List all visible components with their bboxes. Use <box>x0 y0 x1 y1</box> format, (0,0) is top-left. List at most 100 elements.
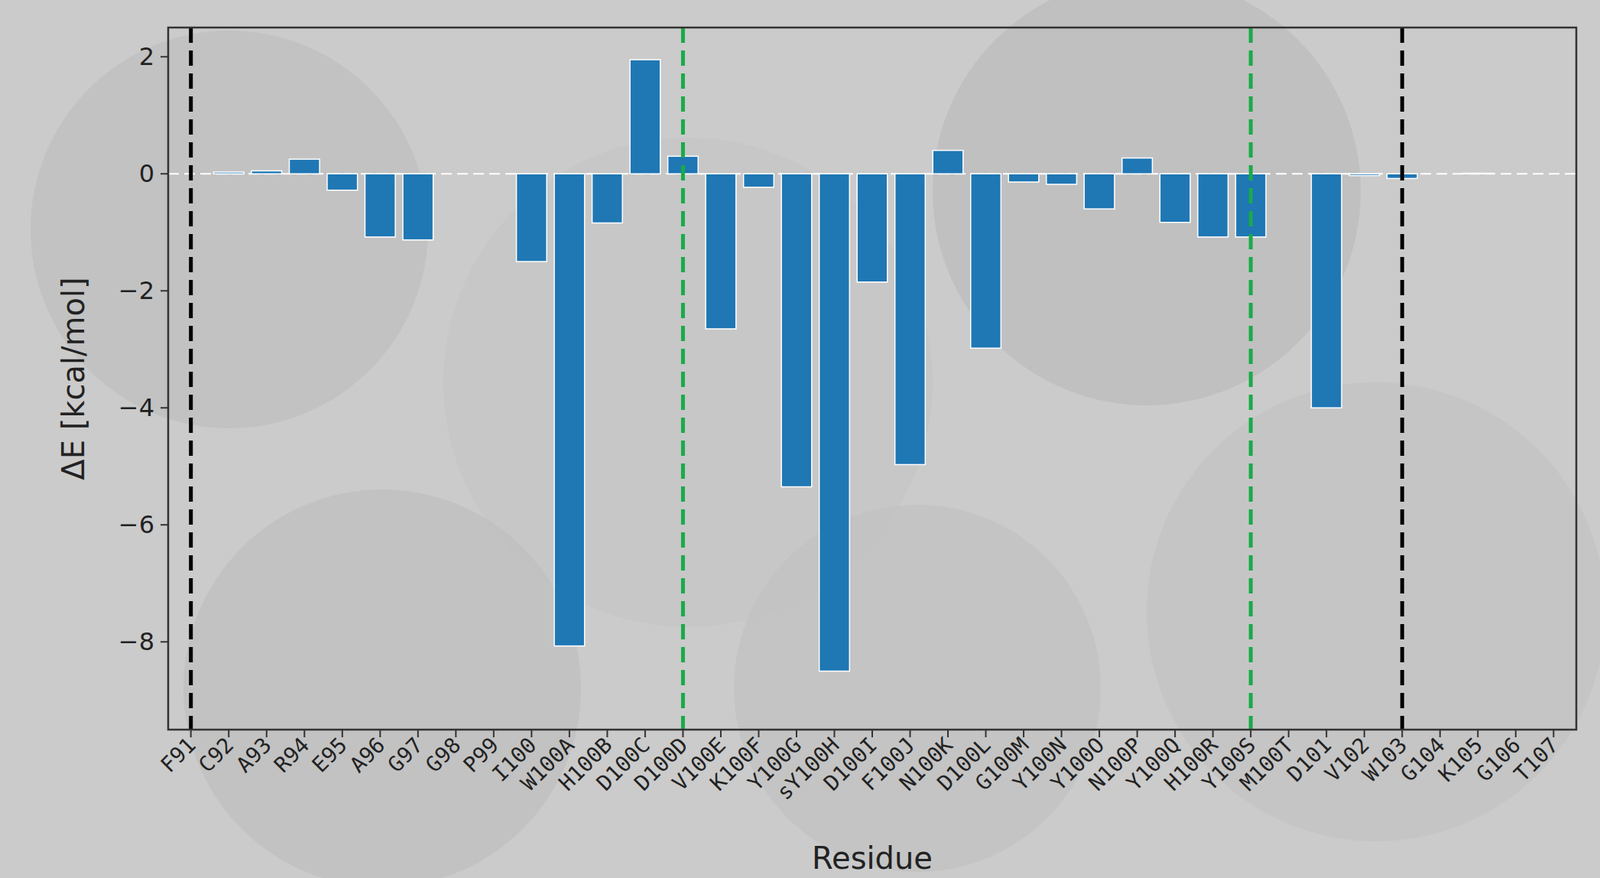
reference-line <box>681 27 685 730</box>
x-tick <box>530 729 533 737</box>
bar <box>288 159 320 174</box>
bar <box>251 170 283 174</box>
y-tick-label: 2 <box>139 42 155 72</box>
y-tick-label: −8 <box>118 626 155 656</box>
bar <box>1235 173 1266 237</box>
bar <box>781 173 812 487</box>
y-tick <box>160 406 169 409</box>
x-tick <box>417 729 419 737</box>
x-tick-label: A93 <box>231 732 277 778</box>
x-tick <box>947 729 949 737</box>
y-tick <box>160 55 169 58</box>
y-tick <box>160 289 169 292</box>
x-tick-label: G97 <box>382 732 429 778</box>
bar <box>478 173 510 176</box>
backdrop-shape <box>1146 382 1600 841</box>
reference-lines <box>191 27 1403 730</box>
x-tick <box>227 729 230 737</box>
x-tick <box>909 729 912 737</box>
bar <box>1197 173 1229 237</box>
chart: −8−6−4−202F91C92A93R94E95A96G97G98P99I10… <box>0 0 1600 878</box>
bar <box>970 173 1002 348</box>
bar <box>895 173 926 465</box>
x-tick <box>757 729 760 737</box>
x-tick <box>1476 729 1479 737</box>
x-tick <box>720 729 722 737</box>
bar <box>743 173 775 188</box>
bar <box>554 173 585 646</box>
x-tick <box>379 729 381 737</box>
bar <box>1008 173 1039 182</box>
y-tick-label: −4 <box>118 392 155 422</box>
bar <box>1046 173 1078 185</box>
bar <box>629 59 661 174</box>
x-tick <box>985 729 987 737</box>
bars <box>213 59 1493 671</box>
bar <box>705 173 737 329</box>
x-tick <box>493 729 495 737</box>
bar <box>592 173 624 223</box>
x-tick-label: A96 <box>344 732 390 778</box>
backdrop <box>0 0 1600 878</box>
y-tick <box>160 172 169 175</box>
backdrop-shape <box>733 504 1101 872</box>
x-tick <box>454 729 457 737</box>
bar <box>819 173 851 671</box>
y-tick-label: −6 <box>118 509 155 539</box>
x-tick <box>606 729 608 737</box>
bar <box>1159 173 1191 222</box>
bar <box>1311 173 1342 408</box>
x-tick <box>1212 729 1214 737</box>
bar <box>1349 173 1380 176</box>
x-tick <box>1401 729 1403 737</box>
bar <box>516 173 548 262</box>
x-tick <box>1022 729 1025 737</box>
x-tick <box>1061 729 1063 737</box>
y-tick-label: −2 <box>118 275 155 306</box>
x-tick <box>833 729 835 737</box>
x-axis-title: Residue <box>811 840 933 876</box>
bar <box>402 173 434 240</box>
backdrop-shape <box>183 489 581 878</box>
x-tick <box>1288 729 1290 737</box>
x-tick-label: R94 <box>269 732 315 778</box>
y-tick <box>160 640 169 643</box>
bar <box>932 150 964 175</box>
bar <box>1424 173 1456 176</box>
x-tick <box>871 729 874 737</box>
y-tick <box>160 523 169 526</box>
bar <box>1462 172 1493 175</box>
bar <box>213 172 244 174</box>
bar <box>1083 173 1115 209</box>
x-tick <box>1363 729 1366 737</box>
x-tick <box>1249 729 1252 737</box>
x-tick-label: G98 <box>420 732 466 778</box>
x-tick <box>1098 729 1101 737</box>
x-tick <box>266 729 268 737</box>
x-tick-label: T107 <box>1509 732 1564 787</box>
bar <box>1273 173 1305 176</box>
x-tick <box>1515 729 1517 737</box>
bar <box>441 173 472 176</box>
x-tick-label: F91 <box>155 732 202 778</box>
x-tick <box>1325 729 1328 737</box>
x-tick <box>1439 729 1441 737</box>
bar <box>327 173 358 190</box>
y-tick-label: 0 <box>139 159 155 189</box>
x-tick-label: E95 <box>307 732 353 778</box>
x-tick <box>568 729 571 737</box>
x-tick <box>190 729 192 737</box>
reference-line <box>188 27 193 730</box>
bar <box>856 173 888 283</box>
bar <box>1122 158 1153 175</box>
x-tick <box>341 729 344 737</box>
bar <box>364 173 396 237</box>
bar <box>1500 173 1532 176</box>
reference-line <box>1400 27 1405 730</box>
x-tick <box>644 729 646 737</box>
reference-line <box>1249 27 1253 730</box>
backdrop-shape <box>932 0 1361 406</box>
plot-frame <box>168 27 1577 730</box>
x-tick <box>1136 729 1139 737</box>
y-axis-title: ΔE [kcal/mol] <box>55 276 91 480</box>
